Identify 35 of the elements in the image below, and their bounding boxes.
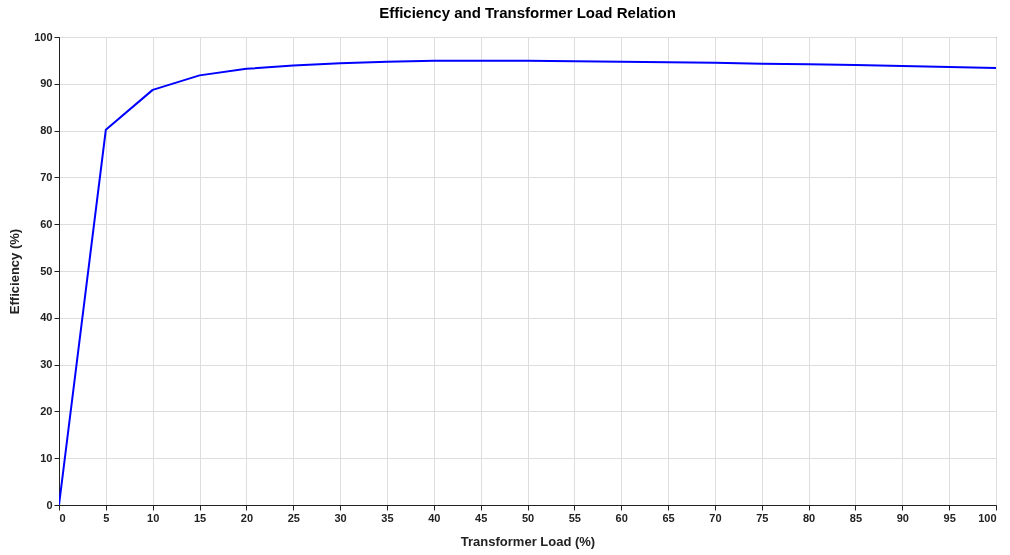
y-tick-label: 60 <box>40 217 53 230</box>
x-tick-label: 25 <box>287 511 300 524</box>
x-tick-label: 70 <box>709 511 722 524</box>
x-tick-label: 30 <box>334 511 347 524</box>
y-tick-label: 100 <box>34 30 53 43</box>
x-tick-label: 5 <box>103 511 110 524</box>
x-tick-label: 55 <box>568 511 581 524</box>
x-tick-label: 100 <box>978 511 997 524</box>
x-tick-label: 95 <box>943 511 956 524</box>
x-tick-label: 50 <box>521 511 535 524</box>
y-tick-label: 30 <box>40 358 53 371</box>
y-tick-label: 40 <box>40 311 53 324</box>
x-tick-label: 80 <box>802 511 816 524</box>
y-tick-label: 80 <box>40 124 53 137</box>
x-tick-label: 0 <box>59 511 66 524</box>
x-tick-label: 35 <box>381 511 394 524</box>
x-tick-label: 60 <box>615 511 628 524</box>
x-axis-title: Transformer Load (%) <box>460 533 596 549</box>
y-tick-label: 90 <box>40 77 53 90</box>
x-tick-label: 40 <box>428 511 441 524</box>
x-tick-label: 45 <box>475 511 488 524</box>
x-tick-label: 10 <box>147 511 160 524</box>
x-tick-label: 65 <box>662 511 675 524</box>
y-axis-title: Efficiency (%) <box>7 228 23 315</box>
x-tick-label: 90 <box>896 511 909 524</box>
y-tick-label: 50 <box>40 264 53 277</box>
x-tick-label: 20 <box>240 511 254 524</box>
chart-title: Efficiency and Transformer Load Relation <box>379 4 676 21</box>
y-tick-label: 10 <box>40 451 53 464</box>
x-tick-label: 75 <box>756 511 769 524</box>
y-tick-label: 70 <box>40 170 53 183</box>
y-tick-label: 0 <box>46 498 53 511</box>
x-tick-label: 85 <box>849 511 863 524</box>
x-tick-label: 15 <box>193 511 207 524</box>
y-tick-label: 20 <box>40 404 53 417</box>
